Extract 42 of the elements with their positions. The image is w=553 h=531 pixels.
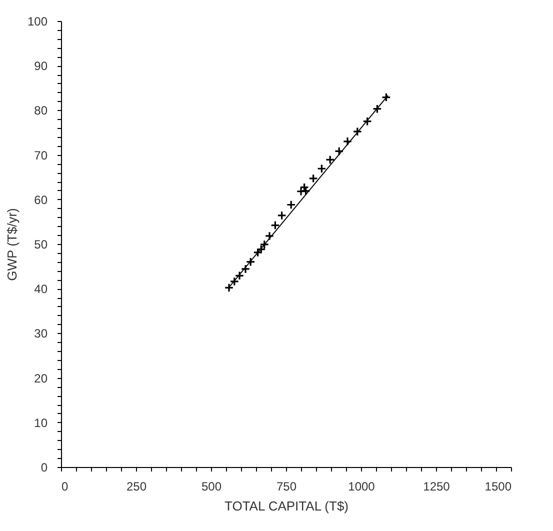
point [234,270,244,280]
point [246,257,256,267]
point [317,164,326,174]
point [382,92,391,102]
point [270,220,280,230]
y-axis-title: GWP (T$/yr) [4,208,20,281]
x-tick-label: 1250 [423,480,450,494]
y-tick-label: 30 [34,326,48,341]
x-tick-label: 1500 [484,480,512,494]
x-tick-label: 750 [276,480,297,494]
point [296,186,306,196]
y-tick-label: 80 [34,104,48,118]
x-tick-label: 250 [126,480,147,494]
point [256,244,266,254]
point [277,210,286,220]
y-tick-label: 60 [34,192,48,207]
x-axis-title: TOTAL CAPITAL (T$) [224,498,349,514]
point [308,174,318,184]
point [260,240,270,250]
y-tick-label: 0 [40,460,48,474]
y-tick-label: 10 [34,416,48,430]
point [334,146,344,156]
point [286,200,296,210]
x-tick-label: 0 [62,480,68,494]
point [230,276,240,286]
y-tick-label: 20 [34,371,48,386]
y-tick-label: 40 [34,282,48,296]
point [352,126,362,136]
point [224,283,234,292]
point [362,116,372,126]
x-tick-label: 1000 [348,480,376,494]
y-tick-label: 70 [34,148,48,162]
point [264,231,274,241]
y-tick-label: 100 [27,14,48,28]
point [342,136,352,146]
x-tick-label: 500 [201,480,222,494]
point [325,155,335,164]
y-tick-label: 50 [34,238,48,252]
point [253,248,262,258]
point [372,104,382,114]
point [240,264,250,274]
y-tick-label: 90 [34,59,48,74]
